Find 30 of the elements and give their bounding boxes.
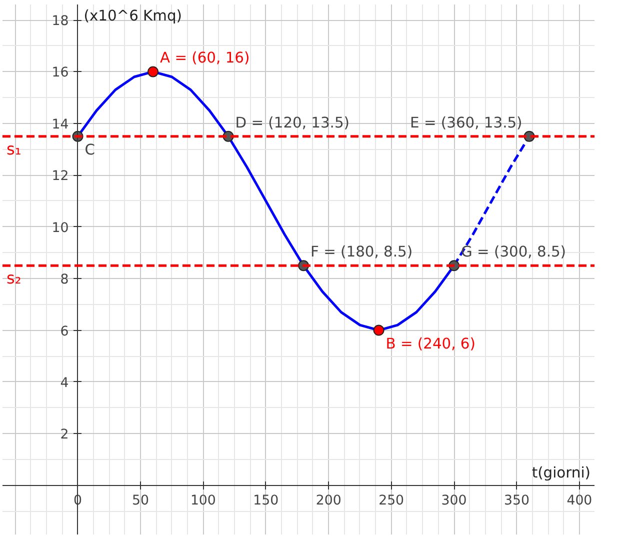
y-tick-label: 16	[52, 66, 69, 81]
annotation: C	[84, 141, 95, 158]
y-tick-label: 8	[60, 272, 69, 288]
y-tick-label: 12	[52, 169, 69, 184]
x-tick-label: 300	[441, 493, 467, 508]
y-tick-label: 10	[52, 220, 69, 236]
annotation: A = (60, 16)	[160, 50, 250, 67]
x-tick-label: 150	[253, 493, 279, 508]
x-tick-label: 100	[190, 493, 216, 508]
x-axis-title: t(giorni)	[532, 464, 591, 482]
y-tick-label: 4	[60, 376, 69, 391]
x-tick-label: 200	[316, 493, 342, 508]
x-tick-label: 250	[378, 493, 404, 508]
y-tick-label: 2	[60, 428, 69, 443]
annotation: D = (120, 13.5)	[235, 114, 350, 132]
point	[148, 66, 159, 78]
x-tick-label: 350	[504, 493, 530, 508]
ref-line-label: s₁	[6, 139, 22, 158]
y-tick-label: 18	[52, 14, 69, 30]
ref-line-label: s₂	[6, 268, 22, 288]
y-axis-title: (x10^6 Kmq)	[84, 8, 182, 24]
point	[373, 324, 384, 336]
y-tick-label: 6	[60, 324, 69, 340]
annotation: G = (300, 8.5)	[461, 244, 566, 261]
x-tick-label: 400	[566, 493, 592, 508]
x-tick-label: 50	[132, 493, 149, 508]
y-tick-label: 14	[52, 117, 69, 132]
annotation: E = (360, 13.5)	[410, 114, 522, 132]
annotation: F = (180, 8.5)	[310, 244, 413, 261]
annotation: B = (240, 6)	[386, 335, 476, 352]
